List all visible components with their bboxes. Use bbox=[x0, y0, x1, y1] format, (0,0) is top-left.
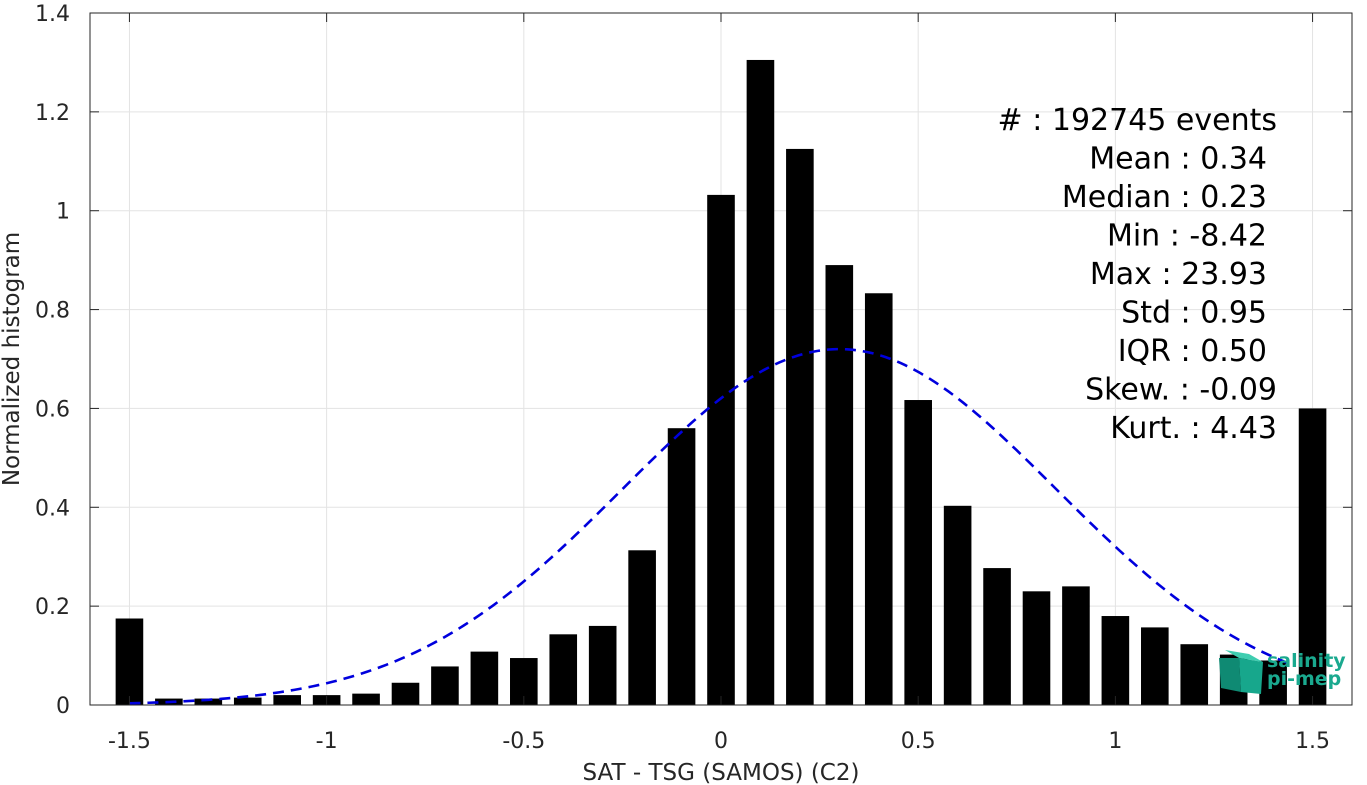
bar-25 bbox=[1101, 616, 1130, 705]
x-tick-label-6: 1.5 bbox=[1295, 729, 1330, 754]
bar-6 bbox=[352, 693, 380, 705]
bar-8 bbox=[431, 666, 459, 705]
logo-line1: salinity bbox=[1267, 650, 1346, 672]
bar-3 bbox=[233, 697, 262, 705]
stat-line-0: # : 192745 events bbox=[998, 103, 1277, 138]
bar-21 bbox=[943, 505, 972, 705]
logo-cube-top bbox=[1225, 650, 1263, 662]
y-tick-label-4: 0.8 bbox=[35, 299, 70, 324]
bars bbox=[115, 59, 1327, 705]
y-tick-label-5: 1 bbox=[56, 200, 70, 225]
bar-24 bbox=[1062, 586, 1090, 705]
stat-line-4: Max : 23.93 bbox=[1090, 257, 1267, 292]
x-axis-label: SAT - TSG (SAMOS) (C2) bbox=[583, 760, 860, 785]
logo-cube-right bbox=[1239, 658, 1263, 694]
bar-26 bbox=[1141, 627, 1169, 705]
logo-cube-left bbox=[1219, 658, 1241, 692]
y-tick-label-3: 0.6 bbox=[35, 397, 70, 422]
bar-22 bbox=[983, 568, 1011, 705]
y-tick-label-2: 0.4 bbox=[35, 496, 70, 521]
bar-16 bbox=[746, 59, 775, 705]
y-tick-label-6: 1.2 bbox=[35, 101, 70, 126]
salinity-pimep-logo: salinity pi-mep bbox=[1219, 650, 1346, 694]
stat-line-6: IQR : 0.50 bbox=[1118, 334, 1267, 369]
x-ticks: -1.5 -1 -0.5 0 0.5 1 1.5 bbox=[108, 13, 1330, 754]
x-tick-label-5: 1 bbox=[1108, 729, 1122, 754]
y-axis-label: Normalized histogram bbox=[0, 232, 25, 486]
stat-line-7: Skew. : -0.09 bbox=[1085, 373, 1277, 408]
bar-27 bbox=[1180, 644, 1209, 705]
bar-12 bbox=[588, 625, 617, 705]
bar-4 bbox=[273, 695, 301, 705]
bar-15 bbox=[707, 194, 735, 705]
bar-11 bbox=[549, 634, 578, 705]
bar-19 bbox=[864, 293, 893, 705]
bar-0 bbox=[115, 618, 144, 705]
bar-23 bbox=[1022, 591, 1051, 705]
x-tick-label-3: 0 bbox=[714, 729, 728, 754]
bar-29 bbox=[1259, 660, 1287, 705]
stat-line-1: Mean : 0.34 bbox=[1089, 142, 1267, 177]
stat-line-8: Kurt. : 4.43 bbox=[1110, 411, 1277, 446]
x-tick-label-1: -1 bbox=[316, 729, 338, 754]
x-tick-label-2: -0.5 bbox=[502, 729, 545, 754]
y-tick-label-0: 0 bbox=[56, 694, 70, 719]
bar-30 bbox=[1298, 408, 1327, 705]
bar-17 bbox=[786, 148, 814, 705]
y-ticks: 0 0.2 0.4 0.6 0.8 1 1.2 1.4 bbox=[35, 2, 1352, 719]
stat-line-3: Min : -8.42 bbox=[1107, 219, 1267, 254]
bar-20 bbox=[904, 400, 932, 705]
stat-line-2: Median : 0.23 bbox=[1062, 180, 1267, 215]
bar-2 bbox=[194, 698, 223, 705]
bar-18 bbox=[825, 265, 854, 705]
y-tick-label-7: 1.4 bbox=[35, 2, 70, 27]
y-tick-label-1: 0.2 bbox=[35, 595, 70, 620]
bar-14 bbox=[667, 428, 696, 705]
bar-7 bbox=[391, 682, 420, 705]
logo-line2: pi-mep bbox=[1267, 668, 1341, 690]
stat-line-5: Std : 0.95 bbox=[1121, 296, 1267, 331]
x-tick-label-0: -1.5 bbox=[108, 729, 151, 754]
bar-13 bbox=[628, 550, 656, 705]
bar-9 bbox=[470, 651, 499, 705]
x-tick-label-4: 0.5 bbox=[901, 729, 936, 754]
